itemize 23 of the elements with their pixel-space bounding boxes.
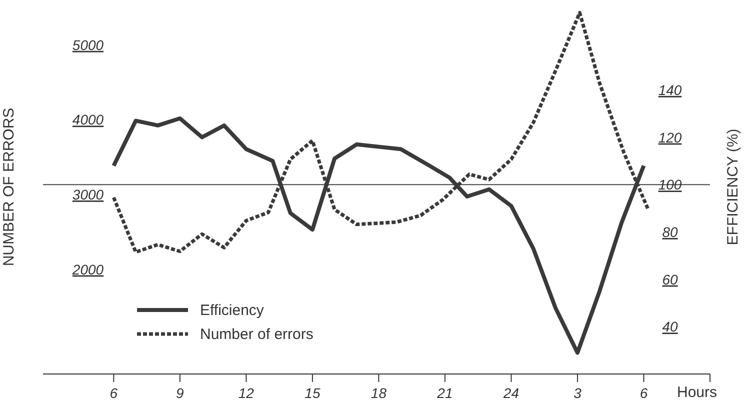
legend-label: Number of errors bbox=[200, 326, 314, 342]
x-tick-label: 3 bbox=[574, 384, 582, 401]
y-axis-title: NUMBER OF ERRORS bbox=[0, 108, 18, 266]
y2-tick-label: 120 bbox=[658, 129, 682, 146]
x-tick-label: 21 bbox=[436, 384, 453, 401]
x-tick-label: 12 bbox=[238, 384, 254, 401]
legend-label: Efficiency bbox=[200, 302, 264, 318]
y2-tick-label: 140 bbox=[658, 82, 682, 98]
x-tick-label: 9 bbox=[176, 384, 184, 401]
y-tick-label: 3000 bbox=[72, 186, 104, 202]
y-tick-label: 5000 bbox=[72, 36, 104, 53]
y-tick-label: 2000 bbox=[71, 261, 104, 278]
x-tick-label: 18 bbox=[370, 384, 387, 401]
x-tick-label: 15 bbox=[304, 384, 320, 401]
x-tick-label: 24 bbox=[502, 384, 520, 401]
y2-tick-label: 60 bbox=[662, 271, 678, 288]
x-tick-label: 6 bbox=[640, 384, 648, 401]
y2-axis-title: EFFICIENCY (%) bbox=[724, 128, 742, 246]
x-tick-label: 6 bbox=[110, 384, 118, 401]
y2-tick-label: 80 bbox=[662, 224, 678, 240]
y-tick-label: 4000 bbox=[72, 112, 104, 128]
y2-tick-label: 40 bbox=[662, 318, 678, 335]
x-axis-title: Hours bbox=[677, 384, 718, 401]
